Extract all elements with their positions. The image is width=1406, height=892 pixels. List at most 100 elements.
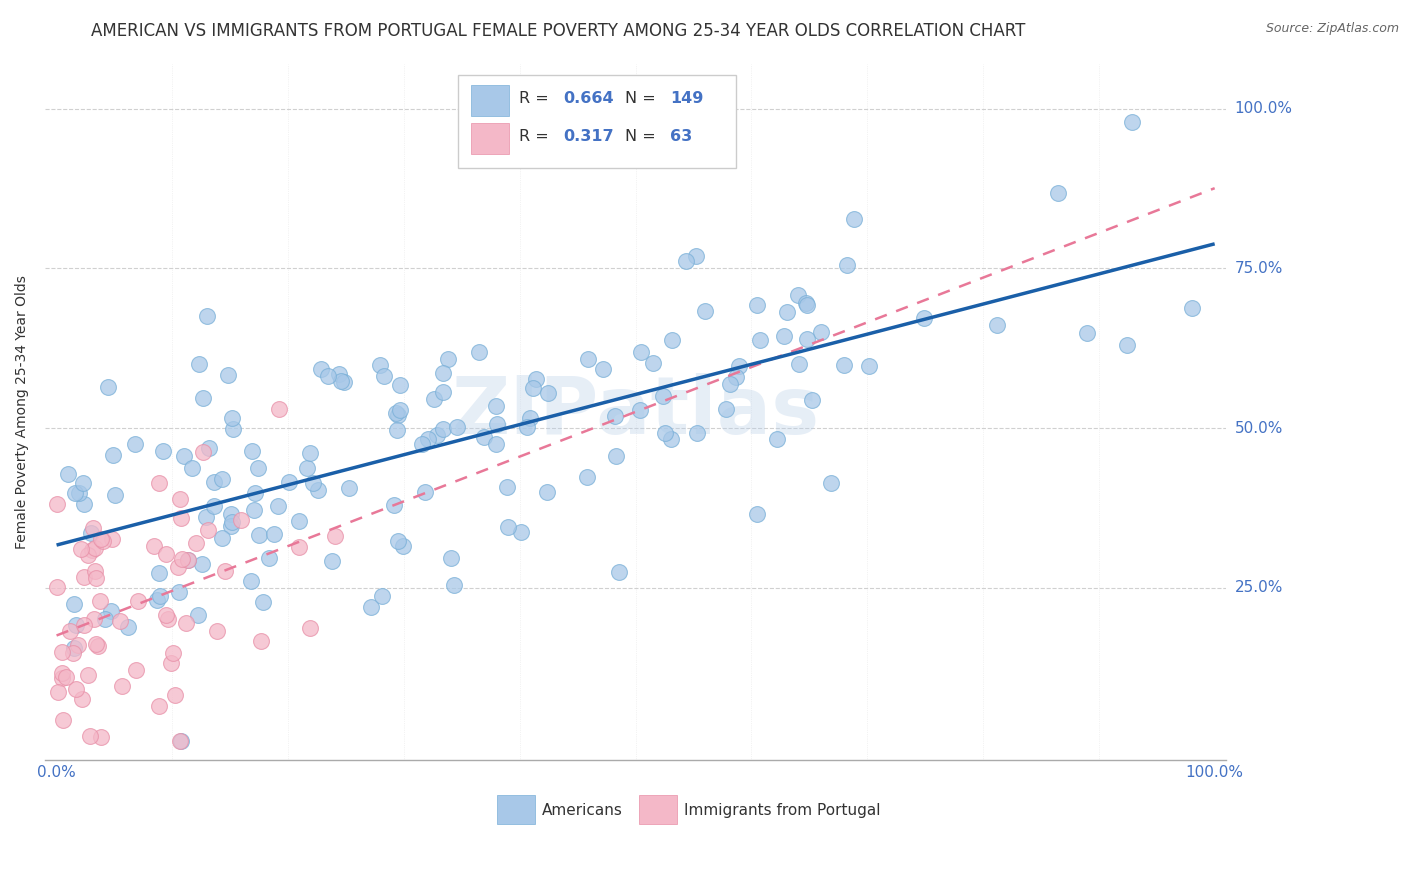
Point — [834, 358, 856, 372]
Point — [243, 485, 266, 500]
Point — [108, 615, 131, 629]
Point — [810, 326, 832, 340]
Point — [252, 595, 274, 609]
Point — [87, 640, 110, 654]
Point — [177, 553, 200, 567]
Point — [180, 461, 202, 475]
Point — [62, 646, 84, 660]
Point — [524, 372, 547, 386]
Point — [603, 409, 626, 424]
Point — [373, 368, 395, 383]
Point — [796, 332, 818, 346]
Point — [63, 486, 86, 500]
Point — [159, 656, 181, 670]
Point — [169, 734, 191, 748]
Point — [858, 359, 880, 373]
Text: 100.0%: 100.0% — [1234, 102, 1292, 116]
Point — [592, 362, 614, 376]
Text: Immigrants from Portugal: Immigrants from Portugal — [685, 803, 880, 818]
Point — [510, 524, 533, 539]
Point — [219, 519, 242, 533]
Text: R =: R = — [519, 91, 554, 106]
Point — [191, 557, 214, 571]
Point — [332, 376, 354, 390]
Point — [219, 507, 242, 521]
Point — [117, 620, 139, 634]
Point — [415, 484, 437, 499]
Point — [842, 211, 865, 226]
Point — [45, 497, 67, 511]
Point — [80, 526, 103, 541]
Point — [163, 688, 186, 702]
Point — [576, 470, 599, 484]
Point — [55, 670, 77, 684]
Text: 0.664: 0.664 — [564, 91, 614, 106]
Point — [522, 381, 544, 395]
Text: 50.0%: 50.0% — [1234, 421, 1282, 435]
Point — [69, 486, 91, 500]
Text: AMERICAN VS IMMIGRANTS FROM PORTUGAL FEMALE POVERTY AMONG 25-34 YEAR OLDS CORREL: AMERICAN VS IMMIGRANTS FROM PORTUGAL FEM… — [91, 22, 1026, 40]
Point — [73, 570, 96, 584]
Point — [205, 624, 228, 639]
Point — [392, 539, 415, 553]
Point — [485, 437, 508, 451]
Text: 25.0%: 25.0% — [1234, 581, 1282, 595]
Point — [214, 564, 236, 578]
Point — [170, 734, 193, 748]
Text: N =: N = — [626, 91, 661, 106]
Point — [104, 487, 127, 501]
Point — [432, 367, 454, 381]
Point — [84, 571, 107, 585]
Point — [659, 432, 682, 446]
Point — [328, 368, 350, 382]
Point — [222, 422, 245, 436]
Point — [65, 618, 87, 632]
Point — [537, 385, 560, 400]
Point — [90, 532, 112, 546]
Point — [661, 333, 683, 347]
Point — [766, 432, 789, 446]
Point — [149, 590, 172, 604]
Point — [278, 475, 301, 489]
Point — [94, 612, 117, 626]
Point — [519, 411, 541, 425]
Point — [695, 304, 717, 318]
Point — [725, 370, 748, 384]
Text: N =: N = — [626, 129, 661, 145]
Point — [45, 580, 67, 594]
Point — [298, 446, 321, 460]
Point — [299, 621, 322, 635]
Point — [221, 411, 243, 425]
Point — [411, 437, 433, 451]
Point — [221, 515, 243, 529]
Point — [59, 624, 82, 638]
Point — [472, 430, 495, 444]
Point — [495, 480, 517, 494]
Point — [63, 597, 86, 611]
Point — [360, 599, 382, 614]
Point — [198, 441, 221, 455]
Point — [202, 475, 225, 490]
Point — [148, 475, 170, 490]
Point — [1076, 326, 1098, 341]
Point — [1115, 338, 1137, 352]
Point — [416, 432, 439, 446]
Point — [125, 664, 148, 678]
Point — [101, 448, 124, 462]
Point — [188, 358, 211, 372]
Point — [385, 406, 408, 420]
Point — [686, 425, 709, 440]
FancyBboxPatch shape — [458, 75, 735, 169]
Point — [1046, 186, 1069, 201]
Point — [83, 564, 105, 578]
FancyBboxPatch shape — [640, 795, 676, 824]
Point — [485, 417, 508, 431]
Point — [73, 497, 96, 511]
Point — [912, 311, 935, 326]
Point — [295, 460, 318, 475]
Point — [145, 592, 167, 607]
Text: 75.0%: 75.0% — [1234, 261, 1282, 276]
Point — [240, 443, 263, 458]
Point — [51, 671, 73, 685]
Point — [89, 594, 111, 608]
